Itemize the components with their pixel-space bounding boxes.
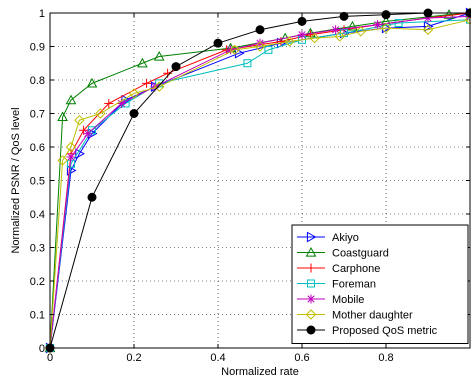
legend-item: Mobile [297,294,364,306]
data-point [86,77,98,88]
data-point [153,51,165,61]
data-point [380,22,392,34]
legend-label: Proposed QoS metric [332,325,438,337]
data-point [255,38,265,48]
legend: Akiyo Coastguard Carphone Foreman Mobile Moth… [291,224,469,344]
data-point [129,109,139,118]
data-point [104,98,114,108]
y-tick-label: 0.6 [30,142,45,154]
data-point [254,41,266,52]
x-tick-label: 0.4 [210,352,225,364]
y-tick-label: 0.3 [30,243,45,255]
data-point [394,19,403,28]
data-point [116,98,126,108]
data-point [339,11,349,21]
legend-item: Proposed QoS metric [297,325,438,337]
data-point [83,129,93,139]
legend-item: Carphone [297,263,380,275]
data-point [66,165,77,176]
x-tick-label: 0.8 [378,352,393,364]
data-point [95,108,106,119]
data-point [57,111,68,121]
data-point [255,25,265,35]
data-point [74,114,85,126]
y-tick-label: 1 [39,8,45,20]
legend-marker [306,263,316,273]
y-tick-label: 0.4 [30,209,45,221]
data-point [57,155,68,166]
data-point [65,94,77,105]
y-tick-label: 0.5 [30,176,45,188]
x-tick-label: 0 [47,352,53,364]
data-point [142,78,152,88]
data-point [66,152,76,162]
legend-marker [305,246,317,257]
y-tick-label: 0 [39,343,45,355]
x-axis-label: Normalized rate [221,366,299,378]
data-point [229,44,241,56]
data-point [284,36,295,47]
legend-marker [306,325,316,335]
data-point [171,62,181,72]
y-tick-label: 0.1 [30,310,45,322]
legend-marker [306,231,317,243]
data-point [422,24,434,35]
y-axis-label: Normalized PSNR / QoS level [10,107,22,253]
y-tick-label: 0.8 [30,75,45,87]
data-point [309,32,320,44]
legend-item: Akiyo [297,231,359,244]
data-point [297,30,307,40]
y-tick-label: 0.7 [30,109,45,121]
x-tick-label: 0.6 [294,352,309,364]
data-point [347,20,358,31]
data-point [423,21,434,32]
legend-box [291,224,469,344]
legend-item: Mother daughter [297,309,413,322]
legend-label: Foreman [332,279,376,291]
ticks: 0 0.2 0.4 0.6 0.8 0 0.1 0.2 0.3 0.4 0.5 0.6 0.7 0.8 0.… [30,8,470,364]
data-point [443,9,455,19]
data-point [213,38,223,48]
data-point [334,31,346,42]
data-point [264,45,273,54]
data-point [331,25,341,35]
legend-label: Carphone [332,263,380,275]
y-tick-label: 0.2 [30,276,45,288]
legend-item: Foreman [297,279,376,291]
series-line [49,19,471,349]
y-tick-label: 0.9 [30,42,45,54]
legend-marker [306,294,316,304]
data-point [87,192,97,202]
legend-label: Coastguard [332,248,389,260]
series-line [49,19,471,349]
legend-label: Mobile [332,294,364,306]
legend-label: Akiyo [332,232,359,244]
legend-marker [307,279,315,288]
legend-item: Coastguard [297,246,389,260]
data-point [153,81,165,92]
data-point [65,141,77,153]
data-point [297,16,307,26]
data-point [75,148,85,160]
data-point [423,13,433,23]
legend-marker [305,309,317,320]
data-point [355,26,367,37]
data-point [128,88,140,99]
data-point [373,20,383,30]
legend-label: Mother daughter [332,310,413,322]
data-point [243,59,252,68]
x-tick-label: 0.2 [126,352,141,364]
data-point [137,57,148,68]
